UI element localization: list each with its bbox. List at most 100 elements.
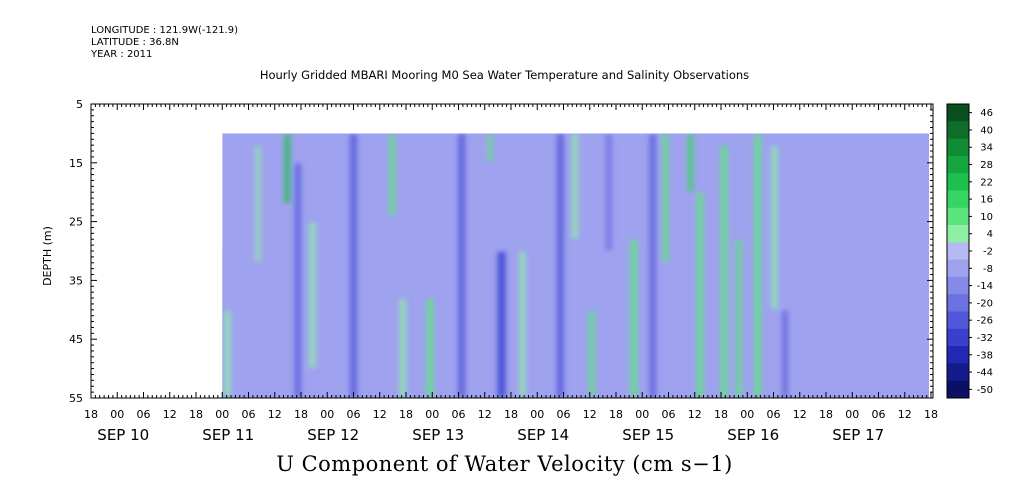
colorbar-swatch <box>947 104 969 122</box>
colorbar-label: -8 <box>983 264 993 275</box>
x-tick-label: 12 <box>688 408 702 421</box>
heatmap-band-26 <box>721 145 728 398</box>
x-day-label: SEP 16 <box>727 426 779 444</box>
x-tick-label: 12 <box>898 408 912 421</box>
heatmap-band-9 <box>350 133 357 398</box>
heatmap-band-27 <box>736 239 742 398</box>
x-tick-label: 18 <box>84 408 98 421</box>
x-day-label: SEP 17 <box>832 426 884 444</box>
y-tick-label: 55 <box>69 392 83 405</box>
heatmap-band-20 <box>606 133 612 251</box>
x-tick-label: 00 <box>215 408 229 421</box>
colorbar-swatch <box>947 242 969 261</box>
latitude-label: LATITUDE : 36.8N <box>91 37 179 48</box>
heatmap-band-18 <box>572 133 578 240</box>
x-tick-label: 06 <box>137 408 151 421</box>
heatmap-band-29 <box>771 145 778 310</box>
x-tick-label: 00 <box>110 408 124 421</box>
colorbar-swatch <box>947 173 969 191</box>
colorbar-swatch <box>947 363 969 382</box>
x-tick-label: 18 <box>714 408 728 421</box>
colorbar-label: 40 <box>980 125 993 136</box>
x-tick-label: 18 <box>399 408 413 421</box>
longitude-label: LONGITUDE : 121.9W(-121.9) <box>91 25 238 36</box>
colorbar-swatch <box>947 380 969 399</box>
x-tick-label: 06 <box>242 408 256 421</box>
heatmap-band-6 <box>284 133 290 204</box>
y-tick-label: 45 <box>69 333 83 346</box>
y-tick-label: 35 <box>69 274 83 287</box>
heatmap-band-14 <box>487 133 493 163</box>
x-tick-label: 12 <box>373 408 387 421</box>
heatmap-band-28 <box>754 133 761 398</box>
colorbar: 46 40 34 28 22 16 10 4 -2 -8 -14 -20 -26 -32 -38 -44 -50 <box>946 103 993 399</box>
heatmap-band-23 <box>662 133 668 263</box>
colorbar-label: -32 <box>977 333 993 344</box>
x-tick-label: 06 <box>662 408 676 421</box>
x-tick-label: 00 <box>320 408 334 421</box>
x-tick-label: 06 <box>452 408 466 421</box>
x-day-label: SEP 13 <box>412 426 464 444</box>
colorbar-swatch <box>947 121 969 140</box>
colorbar-label: 34 <box>980 143 993 154</box>
heatmap-band-0 <box>170 133 177 239</box>
x-tick-label: 00 <box>530 408 544 421</box>
heatmap-band-24 <box>687 133 694 193</box>
heatmap-band-7 <box>295 162 301 398</box>
x-axis-label: U Component of Water Velocity (cm s−1) <box>276 452 733 476</box>
heatmap-band-17 <box>557 133 564 398</box>
heatmap-band-25 <box>696 192 704 398</box>
heatmap-band-16 <box>519 251 526 398</box>
heatmap-band-13 <box>458 133 465 398</box>
x-day-label: SEP 14 <box>517 426 569 444</box>
year-label: YEAR : 2011 <box>91 49 153 60</box>
colorbar-label: 4 <box>987 229 993 240</box>
colorbar-swatch <box>947 294 969 313</box>
heatmap-band-5 <box>255 145 261 263</box>
colorbar-swatch <box>947 276 969 295</box>
heatmap-band-21 <box>630 239 637 398</box>
x-tick-label: 12 <box>793 408 807 421</box>
x-tick-label: 12 <box>583 408 597 421</box>
colorbar-label: -26 <box>977 316 993 327</box>
colorbar-label: 22 <box>980 177 993 188</box>
x-tick-label: 12 <box>268 408 282 421</box>
colorbar-swatch <box>947 346 969 364</box>
x-tick-label: 18 <box>609 408 623 421</box>
colorbar-label: -50 <box>977 385 993 396</box>
x-tick-label: 00 <box>635 408 649 421</box>
y-tick-label: 25 <box>69 216 83 229</box>
x-tick-label: 06 <box>767 408 781 421</box>
colorbar-label: -14 <box>977 281 993 292</box>
heatmap-band-1 <box>180 133 185 192</box>
y-tick-label: 15 <box>69 157 83 170</box>
heatmap-band-30 <box>782 309 788 398</box>
colorbar-swatch <box>947 138 969 157</box>
x-tick-label: 18 <box>504 408 518 421</box>
y-tick-label: 5 <box>76 98 83 111</box>
heatmap-band-11 <box>400 298 406 398</box>
heatmap-field <box>170 133 929 398</box>
x-day-label: SEP 15 <box>622 426 674 444</box>
colorbar-swatch <box>947 259 969 278</box>
colorbar-swatch <box>947 207 969 226</box>
colorbar-swatch <box>947 311 969 330</box>
colorbar-label: -20 <box>977 298 993 309</box>
colorbar-label: -44 <box>977 368 993 379</box>
x-day-label: SEP 12 <box>307 426 359 444</box>
colorbar-label: 16 <box>980 195 993 206</box>
x-tick-label: 06 <box>557 408 571 421</box>
chart-title: Hourly Gridded MBARI Mooring M0 Sea Wate… <box>259 68 750 82</box>
x-day-label: SEP 11 <box>202 426 254 444</box>
heatmap-band-22 <box>650 133 656 398</box>
heatmap-band-2 <box>196 133 202 309</box>
x-tick-label: 18 <box>924 408 938 421</box>
colorbar-label: 46 <box>980 108 993 119</box>
x-tick-label: 12 <box>478 408 492 421</box>
colorbar-swatch <box>947 328 969 347</box>
x-axis: 18 00 06 12 18 00 06 12 18 00 06 12 18 00 06 12 18 00 06 12… <box>84 104 938 444</box>
heatmap-chart: 5 15 25 35 45 55 18 00 06 12 18 00 06 12 18 00 06 12 18 00… <box>41 98 993 444</box>
heatmap-band-10 <box>389 133 395 216</box>
x-tick-label: 06 <box>872 408 886 421</box>
colorbar-label: -38 <box>977 350 993 361</box>
